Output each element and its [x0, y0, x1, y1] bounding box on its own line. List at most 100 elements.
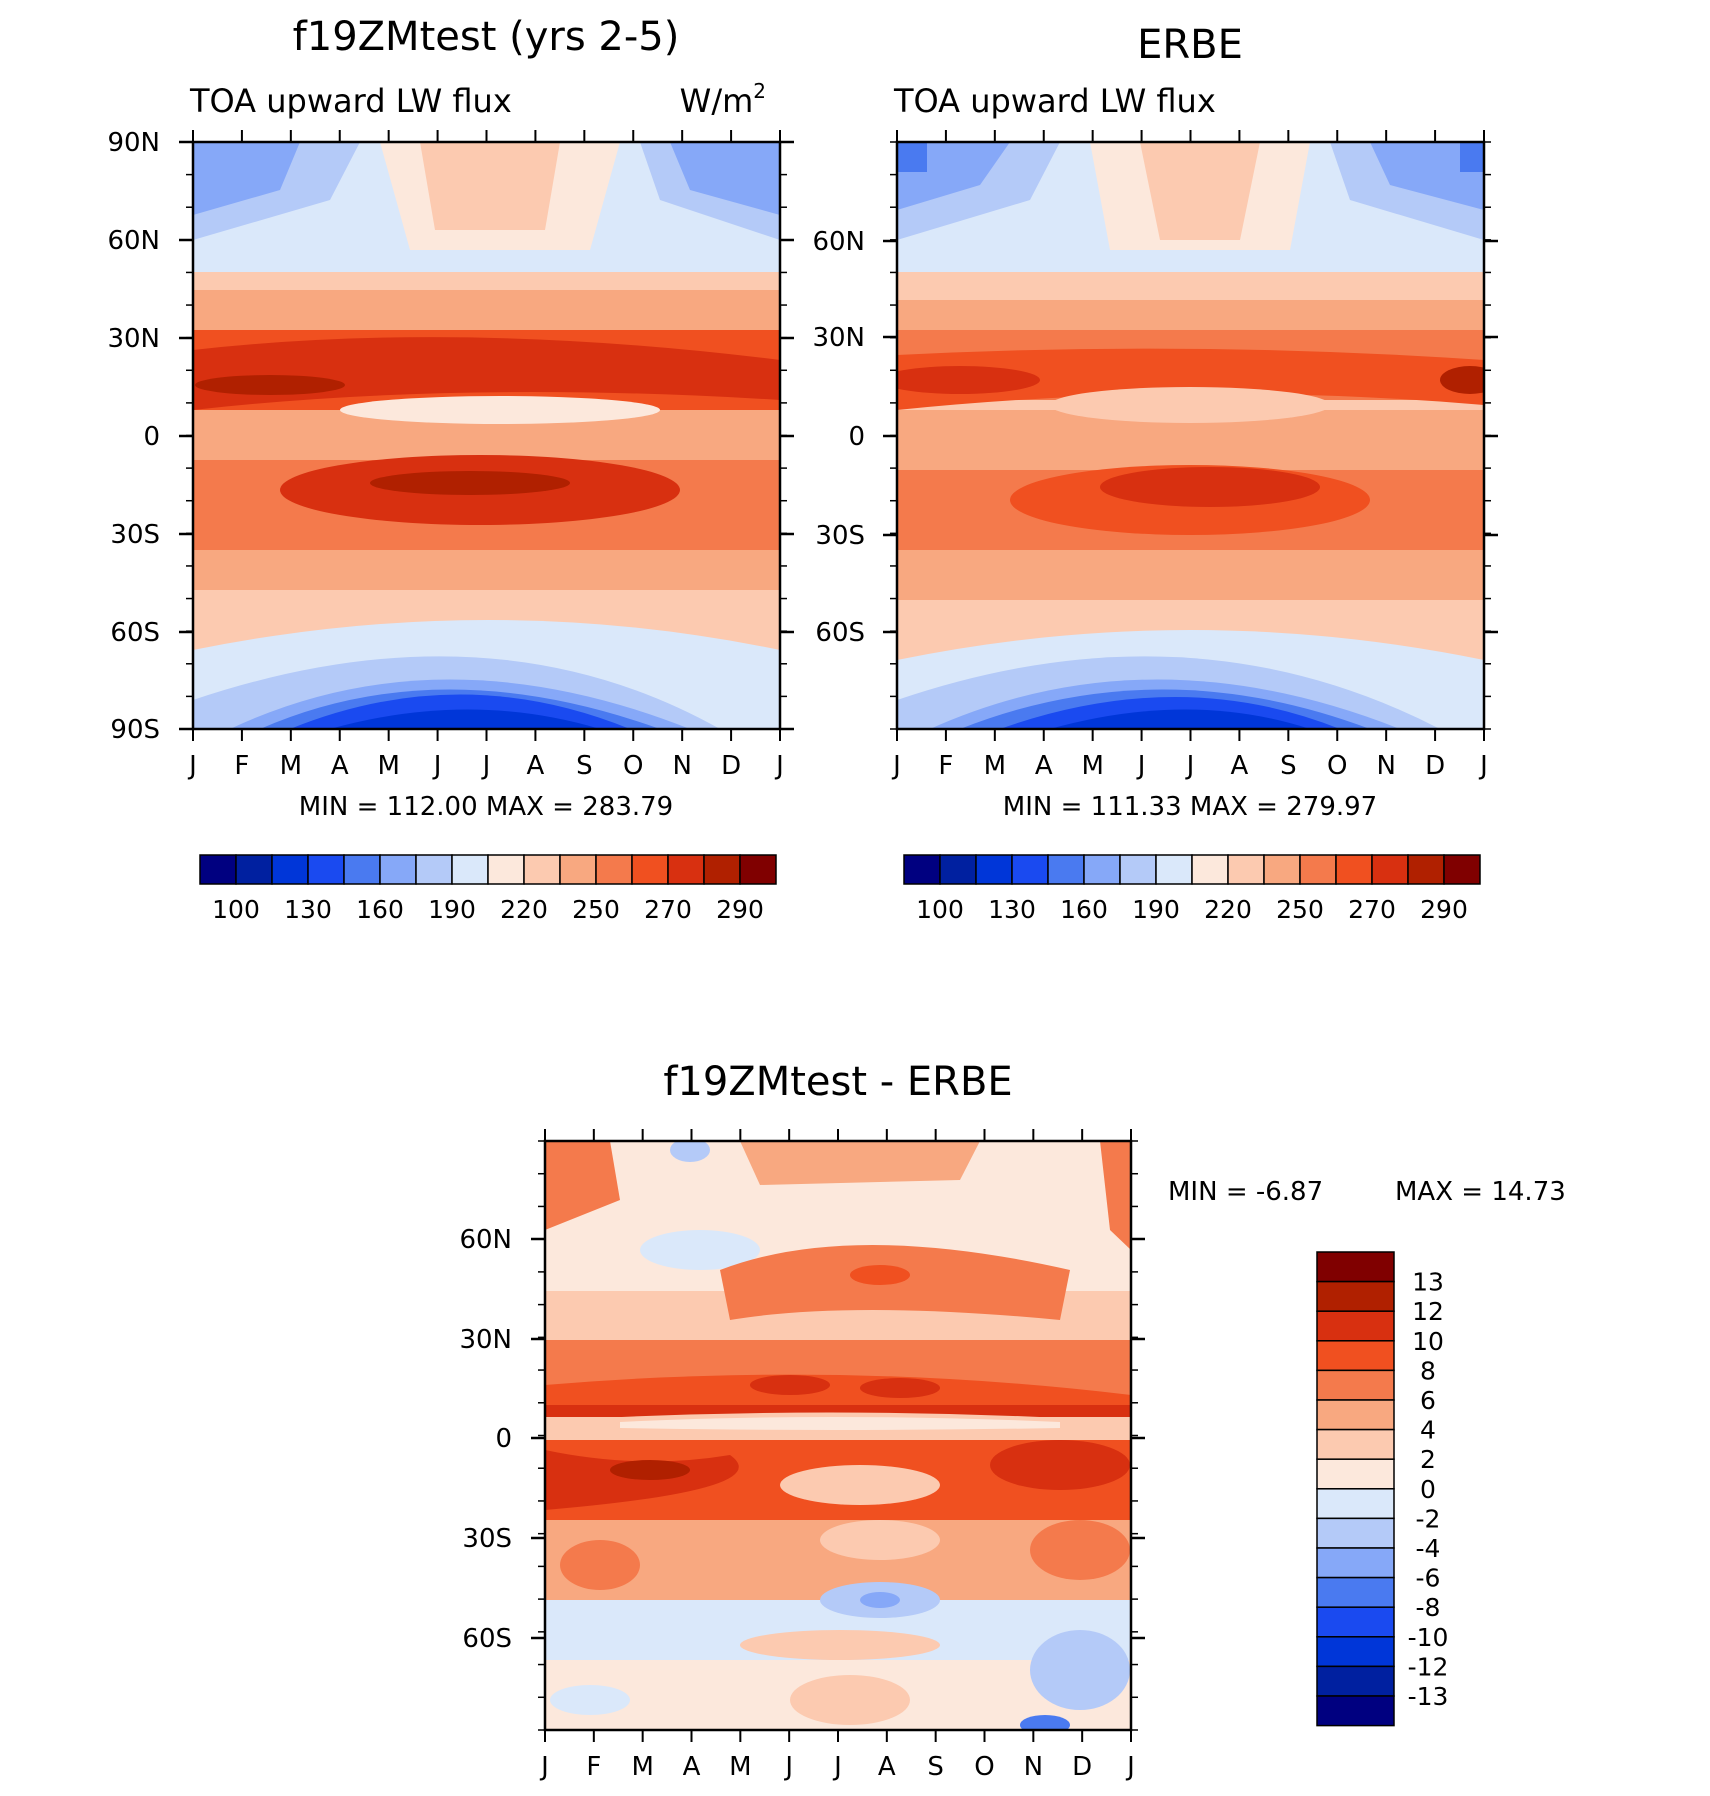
colorbar-swatch: [379, 854, 417, 885]
colorbar-label: 250: [572, 895, 620, 924]
colorbar-label: -2: [1416, 1504, 1441, 1533]
colorbar-label: -12: [1408, 1652, 1449, 1681]
panel-obs-x-tick-marks: [883, 130, 1498, 741]
colorbar-swatch: [415, 854, 453, 885]
colorbar-label: 10: [1412, 1327, 1444, 1356]
patch-antarctic-warm: [790, 1675, 910, 1725]
colorbar-swatch: [343, 854, 381, 885]
panel-diff-y-labels: 60N 30N 0 30S 60S: [459, 1225, 512, 1654]
panel-model-field: [193, 142, 780, 729]
colorbar-swatch: [975, 854, 1013, 885]
x-tick-label: J: [891, 751, 901, 781]
y-tick-label: 30N: [459, 1325, 512, 1355]
colorbar-swatch: [559, 854, 597, 885]
patch-midlat-south-warm: [560, 1540, 640, 1590]
patch-midlat-south-warm-2: [1030, 1520, 1130, 1580]
band-south-transition: [193, 590, 780, 620]
subtropic-north-max-left: [897, 366, 1040, 394]
colorbar-label: 290: [716, 895, 764, 924]
x-tick-label: J: [1136, 751, 1146, 781]
panel-obs-field: [897, 142, 1484, 729]
panel-obs-colorbar: 100 130 160 190 220 250 270 290: [903, 854, 1481, 924]
colorbar-swatch: [939, 854, 977, 885]
colorbar-label: 220: [1204, 895, 1252, 924]
patch-subtropic-north-hot-2: [860, 1378, 940, 1398]
equator-min: [340, 396, 660, 424]
panel-diff-x-tick-marks: [531, 1129, 1145, 1742]
panel-obs-subtitle: TOA upward LW flux: [893, 82, 1216, 120]
panel-model-subtitle: TOA upward LW flux: [189, 82, 512, 120]
x-tick-label: J: [1185, 751, 1195, 781]
x-tick-label: O: [974, 1752, 994, 1782]
patch-south-warm: [740, 1630, 940, 1660]
equator-min: [1050, 387, 1330, 423]
x-tick-label: J: [1125, 1752, 1135, 1782]
x-tick-label: M: [1081, 751, 1103, 781]
y-tick-label: 30S: [462, 1524, 512, 1554]
colorbar-label: -6: [1416, 1564, 1441, 1593]
colorbar-label: 220: [500, 895, 548, 924]
units-text: W/m: [680, 82, 754, 120]
band-subtropic-north-core: [193, 337, 780, 410]
y-tick-label: 0: [848, 422, 865, 452]
patch-antarctic-cooler: [1020, 1715, 1070, 1730]
x-tick-label: D: [1425, 751, 1445, 781]
colorbar-swatch: [1191, 854, 1229, 885]
colorbar-swatch: [1316, 1458, 1395, 1490]
colorbar-swatch: [451, 854, 489, 885]
colorbar-swatch: [1083, 854, 1121, 885]
x-tick-label: M: [729, 1752, 751, 1782]
colorbar-swatch: [1316, 1665, 1395, 1697]
x-tick-label: J: [539, 1752, 549, 1782]
colorbar-label: 8: [1420, 1356, 1436, 1385]
units-superscript: 2: [753, 79, 766, 103]
y-tick-label: 0: [143, 422, 160, 452]
colorbar-label: 100: [212, 895, 260, 924]
x-tick-label: F: [234, 751, 249, 781]
x-tick-label: A: [1231, 751, 1249, 781]
band-subtropic-north-core: [545, 1374, 1131, 1410]
colorbar-label: 6: [1420, 1386, 1436, 1415]
x-tick-label: J: [481, 751, 491, 781]
y-tick-label: 60N: [812, 227, 865, 257]
panel-obs-y-labels: 60N 30N 0 30S 60S: [812, 227, 865, 648]
x-tick-label: N: [672, 751, 691, 781]
colorbar-label: 4: [1420, 1416, 1436, 1445]
patch-midlat-south-pale: [820, 1520, 940, 1560]
patch-arctic-cool-2: [670, 1141, 710, 1162]
colorbar-swatch: [271, 854, 309, 885]
patch-midlat-north-core: [850, 1265, 910, 1285]
patch-subtropic-north-hot: [750, 1375, 830, 1395]
patch-antarctic-cool: [1030, 1630, 1130, 1710]
patch-arctic-warm-2: [740, 1141, 980, 1185]
y-tick-label: 0: [495, 1424, 512, 1454]
colorbar-label: 13: [1412, 1268, 1444, 1297]
band-arctic-core-right: [670, 142, 780, 215]
colorbar-label: 290: [1420, 895, 1468, 924]
x-tick-label: M: [631, 1752, 653, 1782]
panel-model-units: W/m2: [680, 79, 766, 120]
panel-model-minmax: MIN = 112.00 MAX = 283.79: [299, 792, 673, 822]
band-midlat-south: [897, 550, 1484, 600]
x-tick-label: J: [783, 1752, 793, 1782]
y-tick-label: 60S: [815, 618, 865, 648]
band-arctic-corner-right: [1460, 142, 1484, 172]
colorbar-swatch: [1316, 1636, 1395, 1668]
panel-diff-max: MAX = 14.73: [1395, 1177, 1566, 1207]
colorbar-swatch: [1316, 1576, 1395, 1608]
colorbar-label: 190: [428, 895, 476, 924]
colorbar-swatch: [903, 854, 941, 885]
x-tick-label: A: [1035, 751, 1053, 781]
colorbar-swatch: [199, 854, 237, 885]
panel-obs-minmax: MIN = 111.33 MAX = 279.97: [1003, 792, 1377, 822]
band-antarctic-5: [1050, 709, 1310, 729]
y-tick-label: 30S: [110, 520, 160, 550]
colorbar-swatch: [1316, 1340, 1395, 1372]
patch-subtropic-south-max: [610, 1460, 690, 1480]
colorbar-swatch: [595, 854, 633, 885]
band-antarctic-5: [330, 709, 600, 729]
colorbar-label: 130: [284, 895, 332, 924]
x-tick-label: O: [1327, 751, 1347, 781]
